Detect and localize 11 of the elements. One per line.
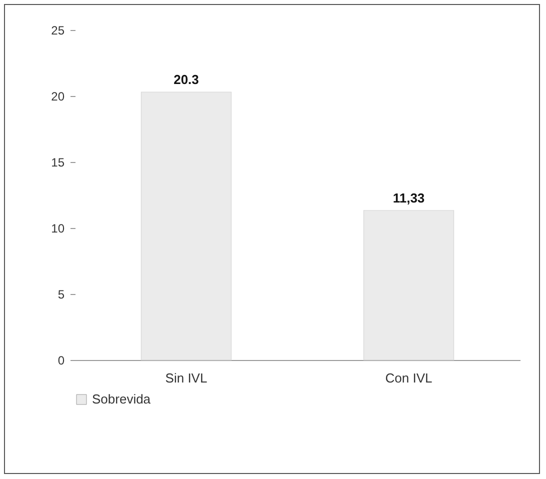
y-tick-label: 20 [51,90,65,104]
x-tick-label: Con IVL [385,370,432,386]
y-tick-label: 0 [58,354,65,368]
data-label: 11,33 [392,190,425,206]
x-tick-label: Sin IVL [165,370,208,386]
y-tick-label: 10 [51,222,65,236]
y-tick-label: 15 [51,156,65,170]
legend-label: Sobrevida [92,392,152,406]
y-tick-label: 25 [51,24,65,38]
y-tick-label: 5 [58,288,65,302]
data-label: 20.3 [174,72,199,88]
